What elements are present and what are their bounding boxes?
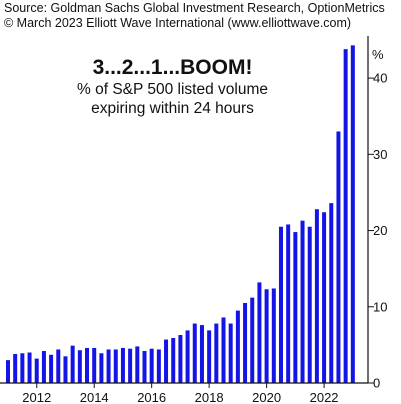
bar [243, 302, 248, 383]
copyright-line: © March 2023 Elliott Wave International … [4, 16, 352, 30]
bar [113, 349, 118, 383]
bar [278, 226, 283, 383]
bar [20, 353, 25, 383]
bar [49, 354, 54, 383]
bar [85, 347, 90, 383]
bar [207, 330, 212, 383]
bar [336, 131, 341, 383]
y-tick-label: 10 [373, 299, 387, 314]
bar [228, 323, 233, 383]
bar [41, 350, 46, 383]
bar [329, 203, 334, 383]
bars-group [6, 45, 355, 384]
chart-title-block: 3...2...1...BOOM! % of S&P 500 listed vo… [40, 56, 305, 118]
axes-group: 2012 2014 2016 2018 2020 2022 0 10 20 30 40% [0, 36, 387, 404]
bar [235, 310, 240, 383]
source-credit: Source: Goldman Sachs Global Investment … [4, 1, 385, 31]
bar [70, 345, 75, 383]
bar [56, 349, 61, 383]
bar [156, 349, 161, 383]
bar [214, 323, 219, 383]
bar [178, 334, 183, 383]
x-tick-label: 2012 [22, 390, 51, 404]
bar [257, 282, 262, 383]
bar [120, 347, 125, 383]
chart-subtitle-line-2: expiring within 24 hours [91, 100, 254, 117]
bar [264, 289, 269, 383]
bar [350, 45, 355, 384]
bar [34, 358, 39, 383]
bar [286, 224, 291, 383]
x-tick-label: 2014 [80, 390, 109, 404]
bar [185, 330, 190, 383]
bar [92, 347, 97, 383]
bar [6, 360, 10, 383]
bar [271, 288, 276, 383]
bar [293, 232, 298, 383]
bar [99, 353, 104, 383]
x-tick-label: 2016 [137, 390, 166, 404]
bar [164, 339, 169, 383]
chart-subtitle-line-1: % of S&P 500 listed volume [77, 81, 268, 98]
source-line: Source: Goldman Sachs Global Investment … [4, 1, 385, 15]
bar [63, 356, 68, 383]
x-tick-label: 2022 [310, 390, 339, 404]
bar [250, 297, 255, 383]
bar [314, 209, 319, 383]
bar [171, 338, 176, 383]
bar [106, 349, 111, 383]
bar [128, 348, 133, 383]
bar [343, 49, 348, 384]
chart-title: 3...2...1...BOOM! [92, 56, 253, 79]
bar [149, 348, 154, 383]
bar [322, 212, 327, 383]
bar [142, 350, 147, 383]
bar [135, 346, 140, 383]
y-tick-label: 40 [373, 71, 387, 86]
bar [192, 323, 197, 383]
y-unit-label: % [372, 47, 384, 62]
x-tick-label: 2020 [252, 390, 281, 404]
y-tick-label: 20 [373, 223, 387, 238]
bar [27, 352, 32, 383]
bar [77, 350, 82, 383]
bar [300, 220, 305, 383]
y-tick-label: 30 [373, 147, 387, 162]
y-tick-label: 0 [373, 376, 380, 391]
bar [221, 317, 226, 383]
bar [13, 354, 18, 383]
bar [307, 226, 312, 383]
bar [199, 325, 204, 383]
x-tick-label: 2018 [195, 390, 224, 404]
